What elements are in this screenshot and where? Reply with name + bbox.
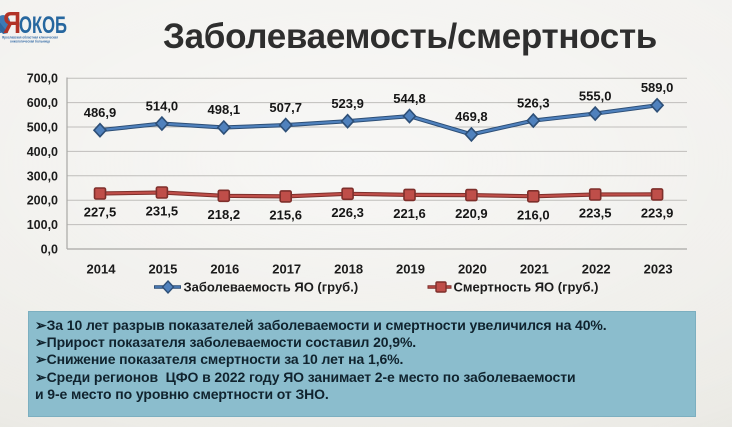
svg-text:526,3: 526,3 bbox=[517, 95, 550, 110]
svg-text:589,0: 589,0 bbox=[641, 80, 674, 95]
svg-text:онкологическая больница: онкологическая больница bbox=[10, 39, 51, 43]
svg-text:2016: 2016 bbox=[210, 262, 239, 277]
svg-text:227,5: 227,5 bbox=[84, 205, 117, 220]
svg-text:2015: 2015 bbox=[148, 262, 177, 277]
svg-text:221,6: 221,6 bbox=[393, 206, 426, 221]
svg-text:2021: 2021 bbox=[520, 262, 549, 277]
svg-text:514,0: 514,0 bbox=[146, 98, 179, 113]
svg-text:469,8: 469,8 bbox=[455, 109, 488, 124]
svg-text:2019: 2019 bbox=[396, 262, 425, 277]
svg-text:0,0: 0,0 bbox=[41, 243, 58, 257]
svg-text:523,9: 523,9 bbox=[331, 96, 364, 111]
svg-text:200,0: 200,0 bbox=[27, 194, 58, 208]
svg-text:300,0: 300,0 bbox=[27, 169, 58, 183]
svg-text:Ярославская областная клиничес: Ярославская областная клиническая bbox=[2, 36, 58, 40]
svg-text:700,0: 700,0 bbox=[27, 72, 58, 86]
svg-text:2018: 2018 bbox=[334, 262, 363, 277]
svg-text:2022: 2022 bbox=[582, 262, 611, 277]
svg-text:218,2: 218,2 bbox=[208, 207, 241, 222]
svg-text:Я: Я bbox=[3, 5, 21, 40]
svg-text:231,5: 231,5 bbox=[146, 204, 179, 219]
svg-text:215,6: 215,6 bbox=[269, 207, 302, 222]
svg-text:500,0: 500,0 bbox=[27, 121, 58, 135]
svg-text:226,3: 226,3 bbox=[331, 205, 364, 220]
svg-text:486,9: 486,9 bbox=[84, 105, 117, 120]
svg-text:Заболеваемость ЯО (груб.): Заболеваемость ЯО (груб.) bbox=[184, 280, 359, 295]
svg-text:2023: 2023 bbox=[644, 262, 673, 277]
svg-text:507,7: 507,7 bbox=[269, 100, 302, 115]
svg-text:223,5: 223,5 bbox=[579, 206, 612, 221]
svg-text:2020: 2020 bbox=[458, 262, 487, 277]
svg-text:555,0: 555,0 bbox=[579, 88, 612, 103]
svg-text:ОКОБ: ОКОБ bbox=[19, 12, 67, 39]
svg-text:400,0: 400,0 bbox=[27, 145, 58, 159]
svg-text:223,9: 223,9 bbox=[641, 205, 674, 220]
svg-text:544,8: 544,8 bbox=[393, 91, 426, 106]
svg-text:498,1: 498,1 bbox=[208, 102, 241, 117]
svg-text:Смертность ЯО (груб.): Смертность ЯО (груб.) bbox=[454, 280, 599, 295]
svg-text:100,0: 100,0 bbox=[27, 218, 58, 232]
svg-text:216,0: 216,0 bbox=[517, 207, 550, 222]
svg-text:2017: 2017 bbox=[272, 262, 301, 277]
svg-text:600,0: 600,0 bbox=[27, 96, 58, 110]
svg-text:220,9: 220,9 bbox=[455, 206, 488, 221]
svg-text:2014: 2014 bbox=[87, 262, 117, 277]
